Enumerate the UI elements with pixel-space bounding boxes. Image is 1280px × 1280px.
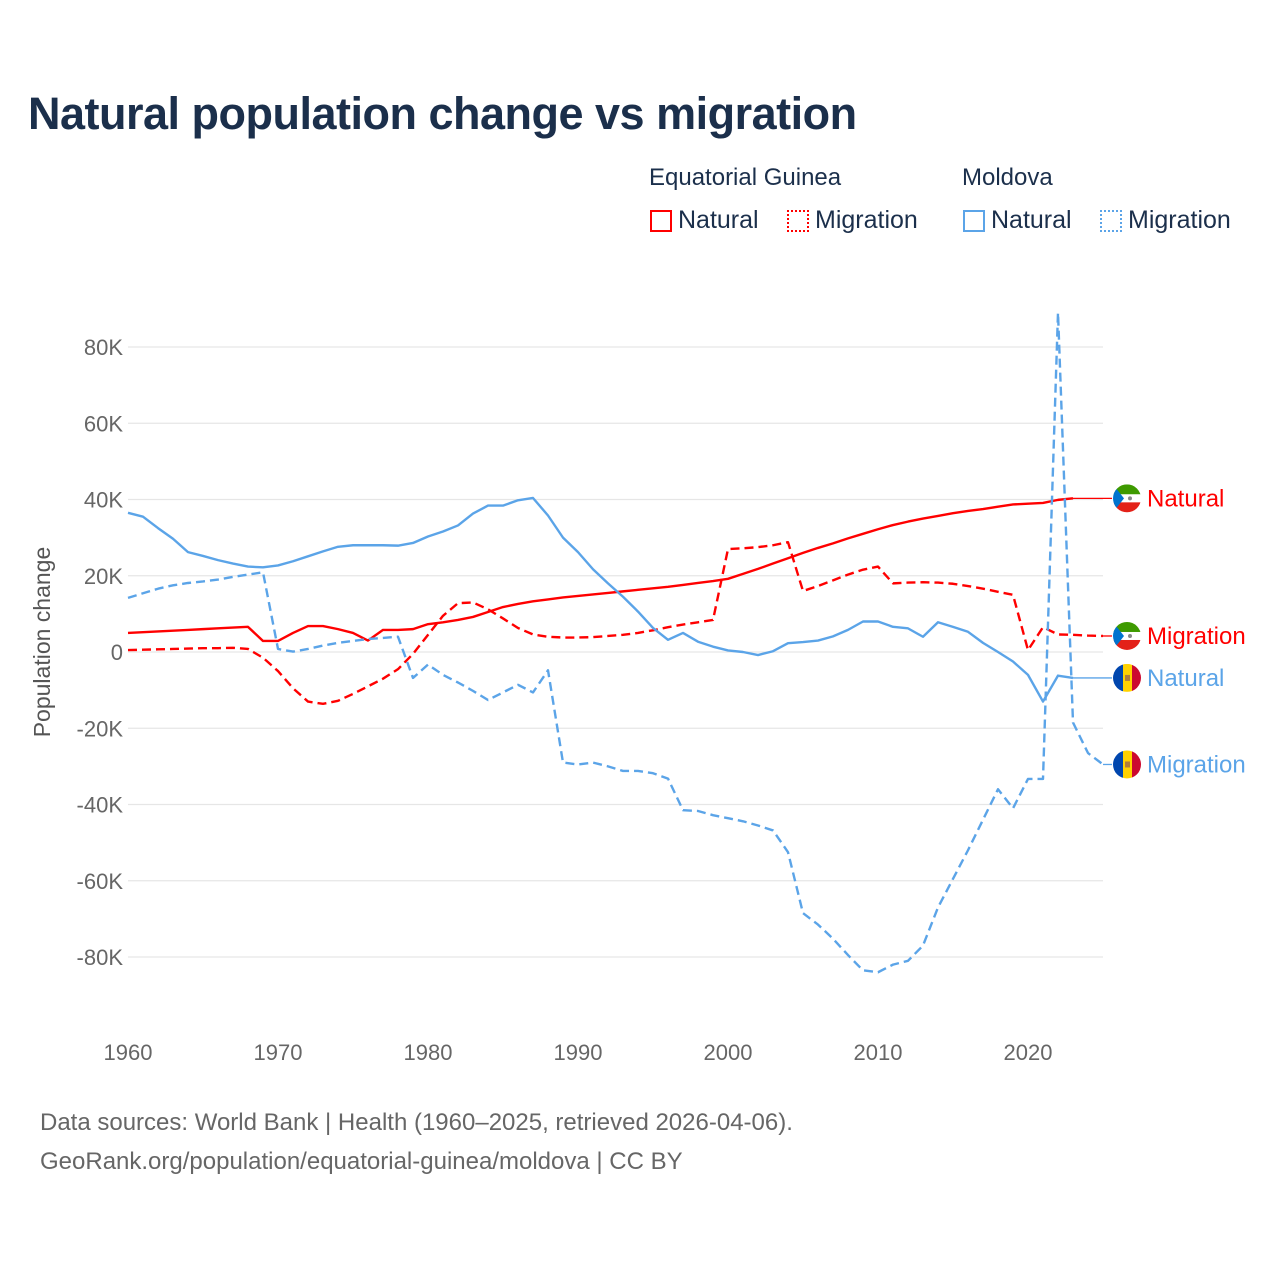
- legend-eg-natural[interactable]: Natural: [650, 206, 759, 235]
- legend-label: Migration: [1128, 206, 1231, 234]
- moldova-flag-icon: [1113, 750, 1141, 778]
- y-tick-label: 60K: [84, 411, 123, 436]
- y-tick-label: -60K: [77, 869, 124, 894]
- series-line-equatorial-guinea-migration: [127, 541, 1104, 706]
- x-tick-label: 1990: [554, 1040, 603, 1065]
- series-line-moldova-migration: [127, 311, 1104, 974]
- legend-group-equatorial-guinea: Equatorial Guinea: [649, 164, 842, 191]
- legend-label: Natural: [991, 206, 1072, 234]
- x-tick-label: 2000: [704, 1040, 753, 1065]
- y-tick-label: -40K: [77, 793, 124, 818]
- x-tick-label: 1970: [254, 1040, 303, 1065]
- legend-swatch-dotted-icon: [787, 209, 809, 232]
- legend-label: Natural: [678, 206, 759, 234]
- y-axis-title: Population change: [29, 547, 55, 738]
- y-tick-label: -20K: [77, 716, 124, 741]
- legend-md-natural[interactable]: Natural: [963, 206, 1072, 235]
- x-tick-label: 2020: [1004, 1040, 1053, 1065]
- moldova-flag-icon: [1113, 664, 1141, 692]
- series-line-moldova-natural: [127, 496, 1074, 703]
- series-end-label: Migration: [1147, 751, 1246, 778]
- chart-title: Natural population change vs migration: [28, 88, 857, 139]
- legend-group-moldova: Moldova: [962, 164, 1053, 191]
- series-line-equatorial-guinea-natural: [127, 497, 1074, 643]
- legend-swatch-solid-icon: [650, 209, 672, 232]
- y-tick-label: 0: [111, 640, 123, 665]
- legend-label: Migration: [815, 206, 918, 234]
- series-end-label: Natural: [1147, 485, 1224, 512]
- series-end-label: Natural: [1147, 665, 1224, 692]
- x-tick-label: 1960: [104, 1040, 153, 1065]
- legend-md-migration[interactable]: Migration: [1100, 206, 1231, 235]
- x-tick-label: 2010: [854, 1040, 903, 1065]
- x-tick-label: 1980: [404, 1040, 453, 1065]
- series-end-label: Migration: [1147, 623, 1246, 650]
- y-tick-label: -80K: [77, 945, 124, 970]
- source-line-2[interactable]: GeoRank.org/population/equatorial-guinea…: [40, 1148, 683, 1175]
- y-tick-label: 40K: [84, 488, 123, 513]
- legend-eg-migration[interactable]: Migration: [787, 206, 918, 235]
- equatorial-guinea-flag-icon: [1113, 622, 1141, 650]
- source-line-1: Data sources: World Bank | Health (1960–…: [40, 1109, 793, 1136]
- y-tick-label: 80K: [84, 335, 123, 360]
- y-tick-label: 20K: [84, 564, 123, 589]
- legend-swatch-dotted-icon: [1100, 209, 1122, 232]
- legend-swatch-solid-icon: [963, 209, 985, 232]
- equatorial-guinea-flag-icon: [1113, 484, 1141, 512]
